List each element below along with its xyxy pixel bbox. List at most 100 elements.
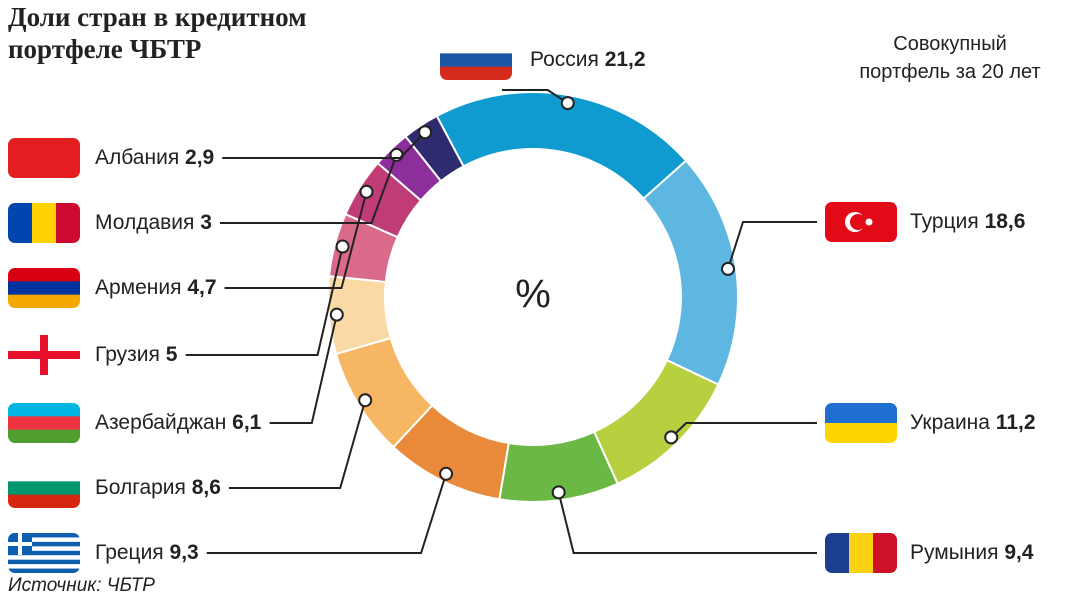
flag-body: [8, 403, 80, 443]
segment-label: Грузия 5: [95, 343, 178, 366]
flag-stripe: [8, 294, 80, 308]
donut-segment: [592, 358, 720, 486]
country-name: Болгария: [95, 476, 192, 499]
flag-stripe: [8, 541, 80, 547]
center-label: %: [515, 273, 551, 317]
flag-stripe: [8, 138, 80, 178]
value-label: 4,7: [187, 276, 216, 299]
value-label: 9,3: [170, 541, 199, 564]
flag-body: [440, 40, 512, 80]
flag-stripe: [8, 533, 80, 538]
flag: [440, 40, 512, 80]
leader-line: [727, 221, 817, 270]
flag-stripe: [8, 550, 80, 556]
value-label: 11,2: [996, 411, 1036, 434]
flag-stripe: [8, 481, 80, 496]
country-name: Греция: [95, 541, 170, 564]
flag-body: [825, 403, 897, 443]
flag-body: [8, 335, 80, 375]
flag-stripe: [8, 429, 80, 443]
flag-stripe: [8, 494, 80, 508]
value-label: 2,9: [185, 146, 214, 169]
flag-stripe: [825, 423, 897, 443]
flag: [8, 268, 80, 308]
country-name: Украина: [910, 411, 996, 434]
segment-label: Россия 21,2: [530, 48, 646, 71]
flag-cross: [8, 542, 32, 546]
leader-line: [219, 154, 398, 224]
flag-stripe: [8, 468, 80, 482]
subtitle: Совокупный портфель за 20 лет: [859, 33, 1040, 83]
leader-line: [185, 246, 344, 356]
flag-body: [8, 203, 80, 243]
flag-body: [8, 533, 80, 573]
segment-label: Армения 4,7: [95, 276, 217, 299]
value-label: 9,4: [1004, 541, 1034, 564]
flag: [8, 203, 80, 243]
flag-stripe: [440, 53, 512, 68]
flag: [8, 335, 80, 375]
value-label: 21,2: [605, 48, 646, 71]
country-name: Армения: [95, 276, 187, 299]
value-label: 8,6: [192, 476, 221, 499]
value-label: 3: [200, 211, 212, 234]
segment-label: Румыния 9,4: [910, 541, 1034, 564]
flag: [8, 138, 80, 178]
flag: [8, 403, 80, 443]
leader-line: [557, 492, 817, 554]
flag-stripe: [8, 281, 80, 296]
flag-cross: [8, 351, 80, 359]
country-name: Азербайджан: [95, 411, 232, 434]
segment-label: Азербайджан 6,1: [95, 411, 262, 434]
flag-star: [865, 218, 873, 226]
flag: [8, 533, 80, 573]
country-name: Россия: [530, 48, 605, 71]
source: Источник: ЧБТР: [8, 575, 155, 596]
flag: [825, 202, 897, 242]
leader-dot: [335, 239, 350, 254]
chart-title: Доли стран в кредитном портфеле ЧБТР: [8, 2, 307, 64]
leader-line: [269, 314, 338, 424]
leader-dot: [358, 393, 373, 408]
segment-label: Албания 2,9: [95, 146, 214, 169]
flag-stripe: [32, 203, 57, 243]
flag: [825, 533, 897, 573]
flag-stripe: [8, 568, 80, 573]
leader-dot: [418, 125, 433, 140]
leader-line: [206, 473, 448, 554]
flag-crescent: [850, 214, 866, 230]
flag-body: [8, 268, 80, 308]
segment-label: Турция 18,6: [910, 210, 1025, 233]
country-name: Албания: [95, 146, 185, 169]
value-label: 6,1: [232, 411, 262, 434]
value-label: 5: [166, 343, 178, 366]
leader-dot: [551, 485, 566, 500]
country-name: Румыния: [910, 541, 1004, 564]
flag-stripe: [8, 559, 80, 565]
leader-dot: [389, 147, 404, 162]
segment-label: Молдавия 3: [95, 211, 212, 234]
flag-body: [8, 138, 80, 178]
flag-stripe: [825, 533, 850, 573]
flag: [8, 468, 80, 508]
segment-label: Украина 11,2: [910, 411, 1036, 434]
flag: [825, 403, 897, 443]
leader-line: [502, 89, 569, 104]
leader-dot: [664, 430, 679, 445]
leader-line: [228, 399, 367, 489]
flag-stripe: [56, 203, 80, 243]
flag-body: [825, 202, 897, 242]
segment-label: Греция 9,3: [95, 541, 199, 564]
flag-stripe: [8, 268, 80, 282]
donut-segment: [435, 91, 688, 200]
segment-label: Болгария 8,6: [95, 476, 221, 499]
flag-stripe: [8, 416, 80, 431]
flag-stripe: [440, 40, 512, 54]
flag-stripe: [8, 555, 80, 561]
leader-dot: [329, 307, 344, 322]
flag-stripe: [8, 403, 80, 417]
flag-stripe: [8, 203, 33, 243]
leader-line: [222, 131, 426, 159]
value-label: 18,6: [985, 210, 1026, 233]
